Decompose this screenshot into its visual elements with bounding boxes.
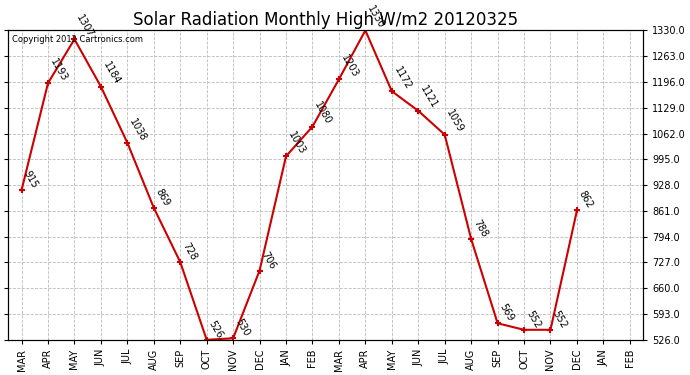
Text: 569: 569 xyxy=(497,302,515,323)
Text: 1203: 1203 xyxy=(339,53,360,79)
Text: 915: 915 xyxy=(21,169,39,190)
Text: 1172: 1172 xyxy=(392,65,413,91)
Text: 1307: 1307 xyxy=(75,13,95,39)
Text: 862: 862 xyxy=(577,189,595,210)
Text: 552: 552 xyxy=(551,309,569,330)
Text: 1080: 1080 xyxy=(313,100,333,127)
Text: 1059: 1059 xyxy=(444,108,466,135)
Text: 1038: 1038 xyxy=(128,117,148,143)
Text: 706: 706 xyxy=(259,249,277,270)
Text: 1003: 1003 xyxy=(286,130,307,156)
Title: Solar Radiation Monthly High W/m2 20120325: Solar Radiation Monthly High W/m2 201203… xyxy=(133,11,518,29)
Text: 1330: 1330 xyxy=(366,4,386,30)
Text: Copyright 2012 Cartronics.com: Copyright 2012 Cartronics.com xyxy=(12,35,143,44)
Text: 1121: 1121 xyxy=(418,84,440,111)
Text: 869: 869 xyxy=(154,187,172,208)
Text: 1193: 1193 xyxy=(48,57,69,83)
Text: 728: 728 xyxy=(180,241,198,262)
Text: 788: 788 xyxy=(471,218,489,239)
Text: 530: 530 xyxy=(233,317,251,338)
Text: 552: 552 xyxy=(524,309,542,330)
Text: 526: 526 xyxy=(207,319,225,340)
Text: 1184: 1184 xyxy=(101,60,122,87)
